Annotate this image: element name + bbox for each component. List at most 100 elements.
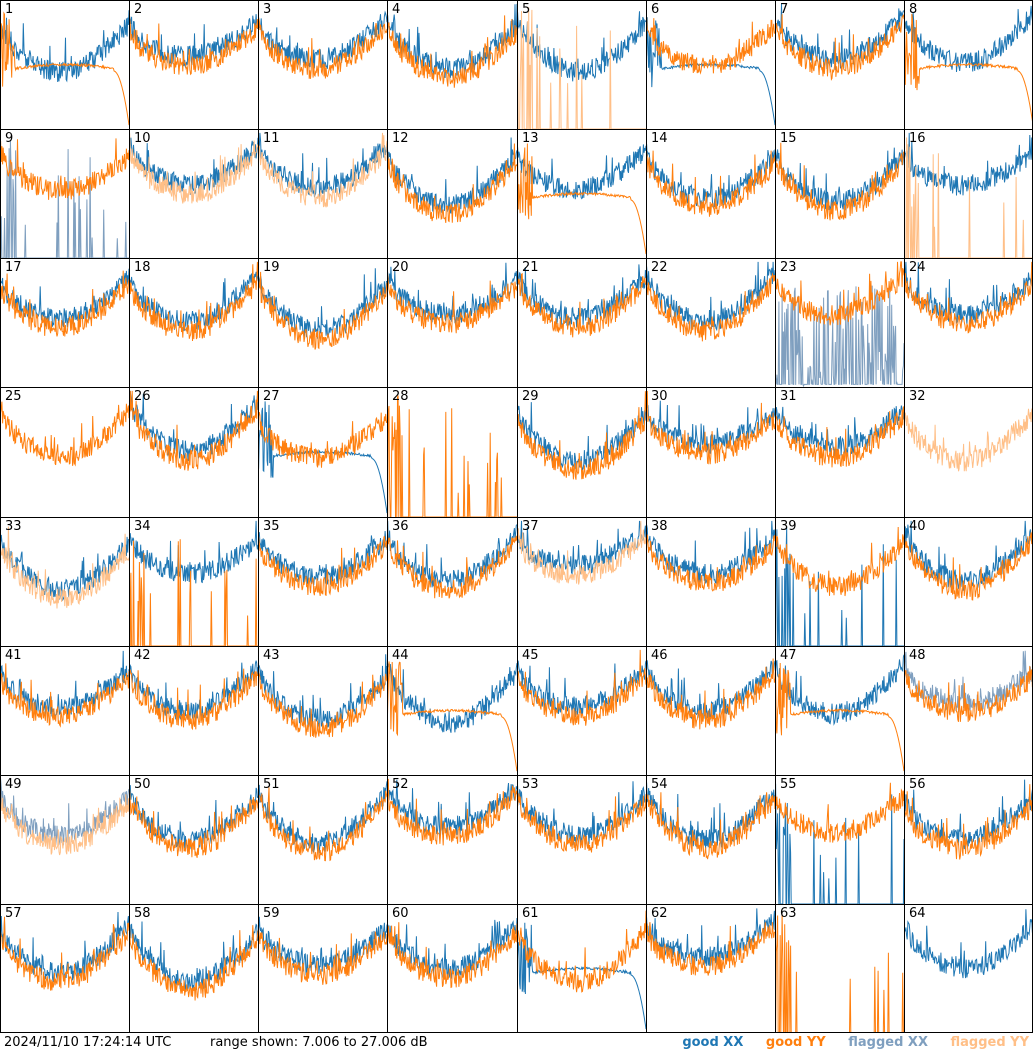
series-good-yy-28 — [387, 395, 517, 517]
series-good-yy-4 — [387, 15, 517, 88]
series-good-yy-25 — [0, 401, 129, 467]
series-good-xx-3 — [258, 10, 387, 70]
legend-flagged-yy: flagged YY — [950, 1035, 1030, 1050]
spectrum-panel-61: 61 — [517, 904, 646, 1033]
spectrum-panel-18: 18 — [129, 258, 258, 387]
spectrum-panel-19: 19 — [258, 258, 387, 387]
panel-label-33: 33 — [5, 519, 22, 534]
timestamp: 2024/11/10 17:24:14 UTC — [4, 1035, 172, 1050]
spectrum-plot-60 — [387, 917, 517, 989]
spectrum-plot-51 — [258, 778, 387, 862]
legend-good-xx: good XX — [682, 1035, 744, 1050]
series-good-yy-27 — [258, 412, 387, 468]
panel-label-51: 51 — [263, 777, 280, 792]
series-good-yy-53 — [517, 786, 646, 853]
series-good-yy-2 — [129, 16, 258, 76]
panel-label-8: 8 — [909, 2, 918, 17]
spectrum-plot-26 — [129, 390, 258, 471]
panel-label-44: 44 — [392, 648, 409, 663]
spectrum-panel-62: 62 — [646, 904, 775, 1033]
panel-label-45: 45 — [522, 648, 539, 663]
series-good-xx-19 — [258, 268, 387, 339]
series-good-yy-26 — [129, 390, 258, 471]
panel-label-3: 3 — [263, 2, 272, 17]
series-good-yy-31 — [775, 406, 904, 468]
panel-label-49: 49 — [5, 777, 22, 792]
series-good-yy-59 — [258, 928, 387, 985]
spectrum-panel-30: 30 — [646, 387, 775, 517]
spectrum-panel-41: 41 — [0, 646, 129, 775]
spectrum-panel-49: 49 — [0, 775, 129, 904]
panel-label-42: 42 — [134, 648, 151, 663]
spectrum-plot-41 — [0, 650, 129, 728]
spectrum-panel-47: 47 — [775, 646, 904, 775]
spectrum-plot-27 — [258, 401, 387, 514]
panel-label-28: 28 — [392, 389, 409, 404]
spectrum-panel-1: 1 — [0, 0, 129, 129]
series-good-yy-18 — [129, 261, 258, 342]
series-good-xx-58 — [129, 917, 258, 991]
panel-label-50: 50 — [134, 777, 151, 792]
series-good-yy-15 — [775, 142, 904, 221]
spectrum-plot-37 — [517, 520, 646, 585]
panel-label-11: 11 — [263, 131, 280, 146]
spectrum-panel-10: 10 — [129, 129, 258, 258]
spectrum-plot-49 — [0, 778, 129, 856]
spectrum-panel-58: 58 — [129, 904, 258, 1033]
series-good-yy-8 — [904, 13, 1033, 126]
panel-label-55: 55 — [780, 777, 797, 792]
spectrum-plot-7 — [775, 3, 904, 81]
spectrum-panel-39: 39 — [775, 517, 904, 646]
spectrum-plot-18 — [129, 261, 258, 342]
spectrum-panel-52: 52 — [387, 775, 517, 904]
series-good-yy-19 — [258, 271, 387, 350]
spectrum-panel-20: 20 — [387, 258, 517, 387]
panel-label-31: 31 — [780, 389, 797, 404]
series-good-yy-43 — [258, 665, 387, 738]
series-good-xx-16 — [904, 132, 1033, 196]
series-flagged-yy-32 — [904, 403, 1033, 472]
series-good-yy-3 — [258, 17, 387, 79]
spectrum-plot-14 — [646, 143, 775, 217]
spectrum-plot-42 — [129, 660, 258, 731]
spectrum-plot-10 — [129, 132, 258, 204]
series-good-yy-36 — [387, 535, 517, 599]
panel-label-18: 18 — [134, 260, 151, 275]
spectrum-plot-22 — [646, 261, 775, 342]
panel-label-27: 27 — [263, 389, 280, 404]
panel-label-30: 30 — [651, 389, 668, 404]
series-good-yy-52 — [387, 778, 517, 846]
spectrum-plot-1 — [0, 10, 129, 126]
series-flagged-yy-33 — [0, 526, 129, 609]
spectrum-plot-8 — [904, 3, 1033, 126]
spectrum-panel-44: 44 — [387, 646, 517, 775]
series-good-xx-42 — [129, 660, 258, 720]
spectrum-panel-48: 48 — [904, 646, 1033, 775]
spectrum-panel-25: 25 — [0, 387, 129, 517]
series-good-yy-46 — [646, 658, 775, 730]
series-good-yy-47 — [775, 662, 904, 772]
panel-label-43: 43 — [263, 648, 280, 663]
series-good-xx-45 — [517, 660, 646, 718]
spectrum-panel-55: 55 — [775, 775, 904, 904]
panel-label-15: 15 — [780, 131, 797, 146]
panel-label-1: 1 — [5, 2, 14, 17]
spectrum-plot-46 — [646, 658, 775, 730]
spectrum-plot-55 — [775, 782, 904, 904]
spectrum-plot-4 — [387, 3, 517, 88]
spectrum-plot-35 — [258, 526, 387, 596]
spectrum-panel-29: 29 — [517, 387, 646, 517]
spectrum-plot-48 — [904, 650, 1033, 722]
panel-label-63: 63 — [780, 906, 797, 921]
spectrum-panel-16: 16 — [904, 129, 1033, 258]
spectrum-panel-23: 23 — [775, 258, 904, 387]
series-good-xx-22 — [646, 261, 775, 332]
panel-label-6: 6 — [651, 2, 660, 17]
panel-label-46: 46 — [651, 648, 668, 663]
spectrum-plot-57 — [0, 911, 129, 991]
series-good-xx-47 — [775, 649, 904, 726]
spectrum-plot-16 — [904, 132, 1033, 258]
series-good-xx-17 — [0, 268, 129, 328]
spectrum-plot-63 — [775, 914, 904, 1033]
series-good-xx-44 — [387, 656, 517, 733]
